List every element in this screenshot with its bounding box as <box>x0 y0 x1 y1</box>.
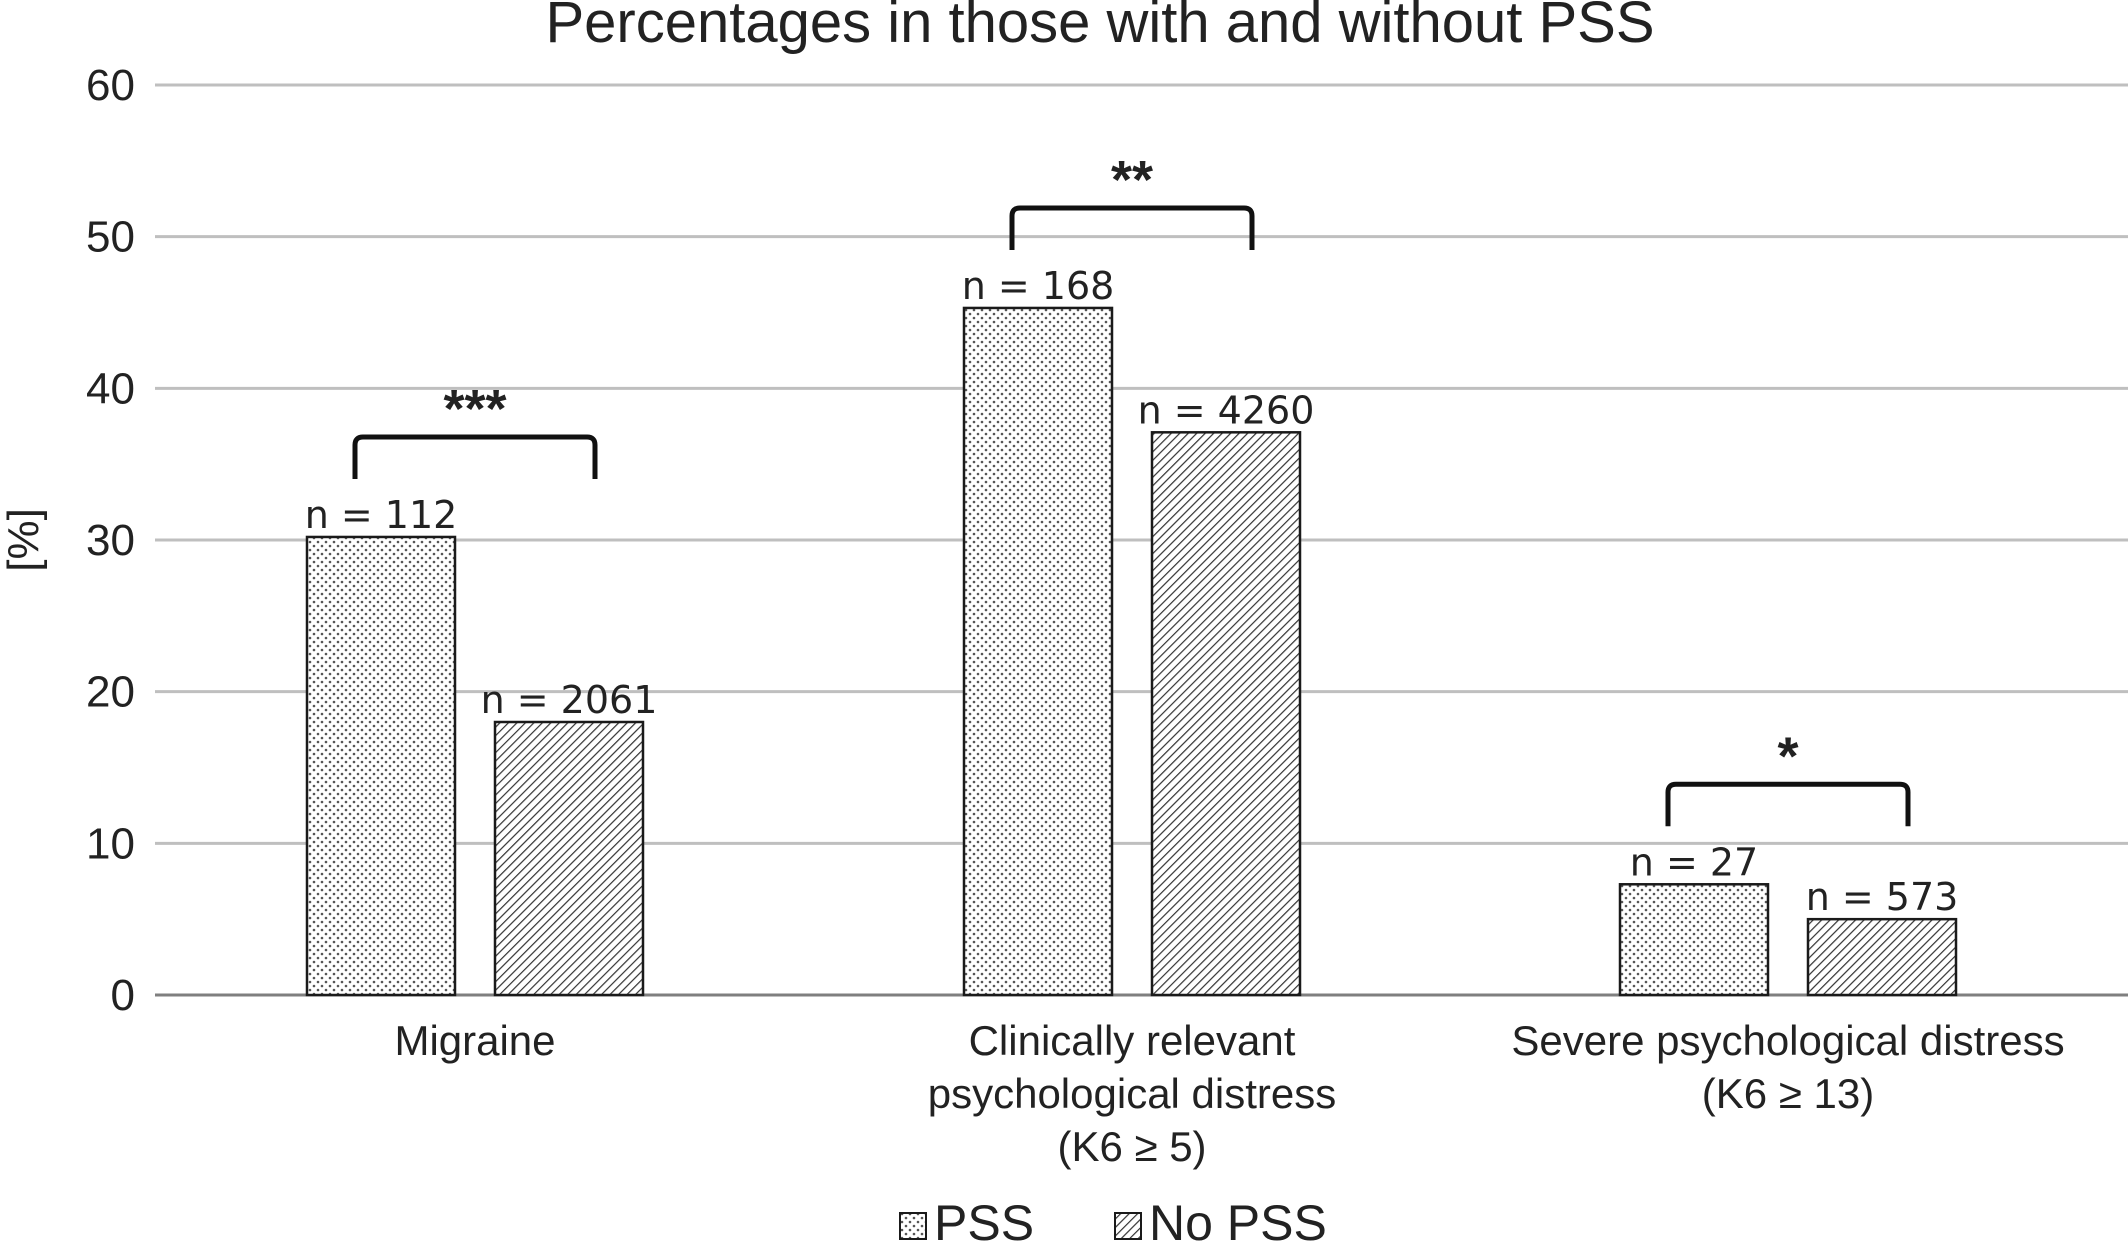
significance-stars: ** <box>1111 150 1153 210</box>
bars <box>305 306 1958 997</box>
data-label: n = 112 <box>305 493 458 537</box>
bar-no-pss <box>493 720 645 997</box>
legend: PSS No PSS <box>899 1195 1327 1251</box>
legend-swatch-no-pss <box>1114 1212 1142 1240</box>
category-label: Migraine <box>394 1017 555 1064</box>
significance-bracket <box>1009 205 1255 250</box>
y-tick-label: 0 <box>111 971 135 1020</box>
bar-pss <box>305 535 457 997</box>
category-label: (K6 ≥ 13) <box>1702 1070 1874 1117</box>
y-tick-label: 40 <box>86 364 135 413</box>
data-label: n = 168 <box>962 264 1115 308</box>
data-label: n = 27 <box>1630 840 1758 884</box>
y-tick-label: 60 <box>86 61 135 110</box>
bar-no-pss <box>1806 917 1958 997</box>
category-label: Severe psychological distress <box>1511 1017 2064 1064</box>
category-label: Clinically relevant <box>969 1017 1296 1064</box>
y-tick-label: 20 <box>86 668 135 717</box>
y-axis-label: [%] <box>0 508 48 572</box>
legend-label: PSS <box>934 1195 1034 1248</box>
bar-pss <box>962 306 1114 997</box>
legend-label: No PSS <box>1149 1195 1327 1248</box>
y-tick-label: 50 <box>86 213 135 262</box>
chart-title: Percentages in those with and without PS… <box>545 0 1654 55</box>
data-label: n = 2061 <box>481 678 658 722</box>
significance-stars: *** <box>443 379 506 439</box>
significance-bracket <box>1665 781 1911 827</box>
category-label: psychological distress <box>928 1070 1337 1117</box>
bar-pss <box>1618 883 1770 997</box>
legend-swatch-pss <box>899 1212 927 1240</box>
bar-no-pss <box>1150 431 1302 997</box>
data-label: n = 573 <box>1806 875 1959 919</box>
y-tick-label: 30 <box>86 516 135 565</box>
significance-brackets: ****** <box>352 150 1911 827</box>
data-labels: n = 112 n = 2061 n = 168 n = 4260 n = 27 n = … <box>305 264 1959 919</box>
y-axis-ticks: 0 10 20 30 40 50 60 <box>86 61 135 1020</box>
data-label: n = 4260 <box>1138 388 1315 432</box>
gridlines <box>155 83 2128 997</box>
y-tick-label: 10 <box>86 819 135 868</box>
significance-bracket <box>352 434 598 479</box>
category-label: (K6 ≥ 5) <box>1057 1123 1206 1170</box>
significance-stars: * <box>1777 726 1798 786</box>
x-axis-categories: Migraine Clinically relevant psychological… <box>394 1017 2064 1170</box>
